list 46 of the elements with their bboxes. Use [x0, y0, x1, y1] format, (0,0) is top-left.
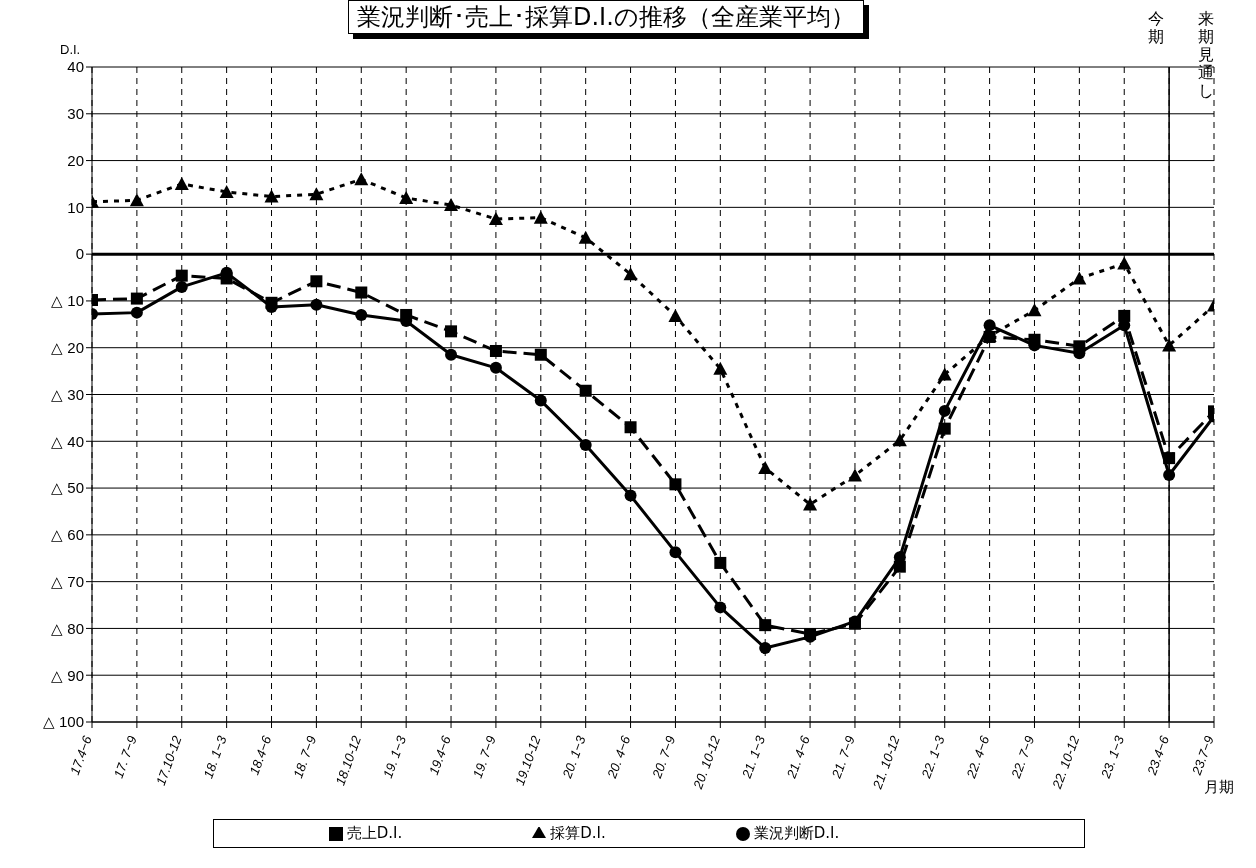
y-tick-label: △ 40: [51, 432, 84, 450]
y-tick-label: 0: [75, 245, 84, 263]
y-tick-label: △ 20: [51, 339, 84, 357]
y-axis-title: D.I.: [60, 42, 81, 57]
x-tick-label: 23.4−6: [1143, 733, 1173, 778]
x-tick-label: 20. 1−3: [559, 733, 589, 782]
chart-title: 業況判断･売上･採算D.I.の推移（全産業平均）: [348, 0, 864, 34]
x-tick-label: 17.4−6: [67, 733, 96, 777]
x-tick-label: 23.7−9: [1188, 733, 1217, 778]
x-tick-label: 19. 1−3: [379, 733, 410, 781]
x-tick-label: 22. 1−3: [918, 733, 948, 782]
x-tick-label: 20. 7−9: [648, 733, 679, 782]
x-tick-label: 21. 4−6: [783, 733, 814, 782]
y-tick-label: 20: [67, 151, 84, 169]
x-tick-label: 18.4−6: [246, 733, 275, 777]
x-tick-label: 17. 7−9: [110, 733, 140, 781]
x-tick-label: 22. 10-12: [1048, 733, 1083, 792]
y-tick-label: △ 70: [51, 572, 84, 590]
y-tick-label: 40: [67, 58, 84, 76]
legend-label: 売上D.I.: [346, 824, 403, 842]
x-tick-label: 18. 7−9: [290, 733, 320, 781]
x-tick-label: 21. 10-12: [869, 733, 903, 792]
ref-line-label: 今期: [1148, 9, 1165, 46]
y-tick-label: 10: [67, 198, 84, 216]
x-tick-label: 21. 7−9: [828, 733, 858, 782]
y-tick-label: △ 60: [51, 526, 84, 544]
x-tick-label: 19.4−6: [426, 733, 455, 777]
y-tick-label: △ 50: [51, 479, 84, 497]
y-tick-label: △ 30: [51, 385, 84, 403]
x-tick-label: 23. 1−3: [1097, 733, 1128, 782]
annotation: 来期見通し: [1198, 9, 1215, 100]
x-tick-label: 22. 7−9: [1007, 733, 1038, 782]
x-tick-label: 21. 1−3: [738, 733, 769, 782]
y-tick-label: 30: [67, 105, 84, 123]
x-tick-label: 19. 7−9: [469, 733, 499, 781]
y-tick-label: △ 90: [51, 666, 84, 684]
y-tick-label: △ 100: [42, 713, 84, 731]
y-tick-label: △ 80: [51, 619, 84, 637]
x-tick-label: 22. 4−6: [963, 733, 993, 782]
x-tick-label: 20. 10-12: [689, 733, 724, 792]
x-axis-title: 月期: [1204, 778, 1234, 797]
x-tick-label: 18. 1−3: [200, 733, 230, 781]
legend-label: 業況判断D.I.: [753, 824, 840, 842]
y-tick-label: △ 10: [51, 292, 84, 310]
x-tick-label: 20. 4−6: [603, 733, 634, 782]
legend-label: 採算D.I.: [550, 824, 606, 842]
